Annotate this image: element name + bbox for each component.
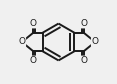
Text: O: O <box>30 19 37 28</box>
Text: O: O <box>92 37 99 47</box>
Text: O: O <box>80 56 87 65</box>
Text: O: O <box>30 56 37 65</box>
Text: O: O <box>80 19 87 28</box>
Text: O: O <box>18 37 25 47</box>
